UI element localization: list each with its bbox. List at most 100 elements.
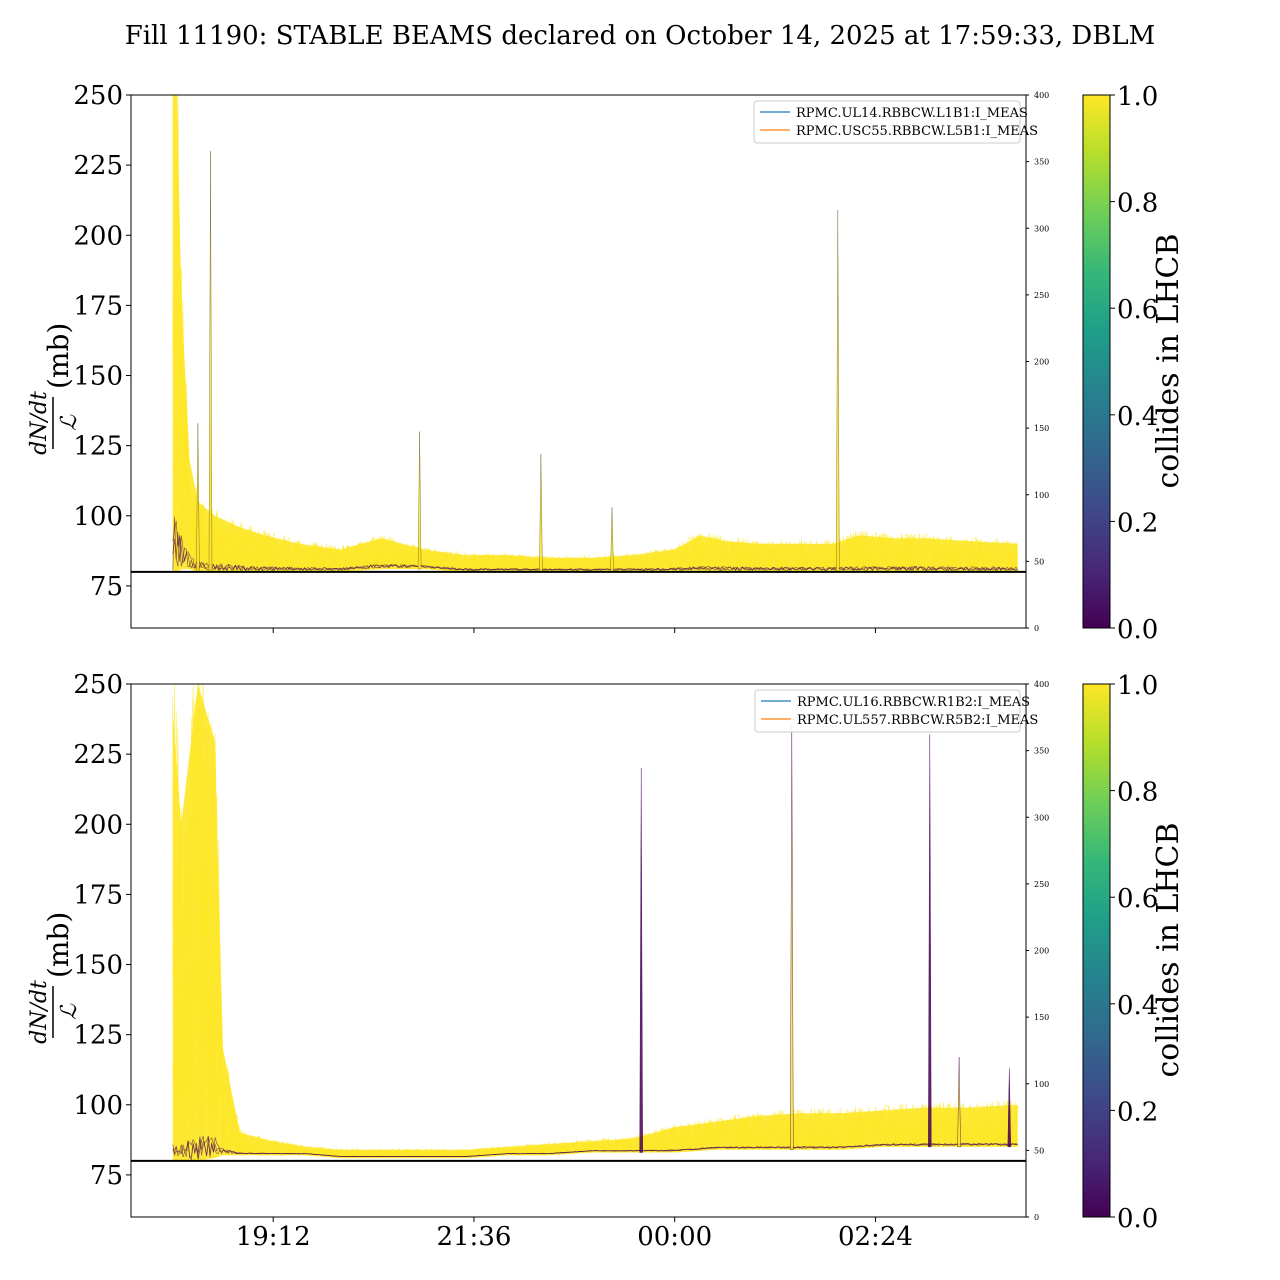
panel-top: 75 100 125 150 175 200 225 250 0 50 100 150 200 250 3… (27, 81, 1049, 633)
panel-top-traces (172, 95, 1018, 574)
y2tick-label: 150 (1034, 424, 1049, 433)
y2tick-label: 300 (1034, 813, 1049, 822)
panel-top-trace (172, 173, 1018, 573)
y2tick-label: 350 (1034, 158, 1049, 167)
panel-bottom-xticks: 19:12 21:36 00:00 02:24 (236, 1217, 913, 1252)
colorbar-bottom: 0.0 0.2 0.4 0.6 0.8 1.0 collides in LHCB (1082, 671, 1186, 1234)
panel-bottom-legend: RPMC.UL16.RBBCW.R1B2:I_MEAS RPMC.UL557.R… (754, 689, 1038, 733)
panel-top-legend: RPMC.UL14.RBBCW.L1B1:I_MEAS RPMC.USC55.R… (753, 100, 1038, 144)
colorbar-tick-label: 0.4 (1117, 402, 1158, 432)
panel-bottom-ylabel-den: ℒ (57, 1003, 82, 1020)
colorbar-bottom-gradient (1082, 683, 1111, 1218)
panel-bottom-envelope (172, 684, 1018, 1161)
ytick-label: 175 (73, 291, 123, 321)
panel-bottom-ylabel-num: dN/dt (27, 980, 52, 1044)
xtick-label: 21:36 (436, 1222, 511, 1252)
panel-top-trace (172, 95, 1018, 573)
panel-top-legend-box (753, 100, 1021, 144)
panel-bottom-trace (172, 721, 1018, 1161)
panel-top-spike (610, 507, 614, 573)
colorbar-bottom-label: collides in LHCB (1151, 822, 1186, 1077)
panel-bottom-legend-box (754, 689, 1021, 733)
panel-bottom-spike (928, 734, 932, 1148)
panel-top-spike (208, 151, 213, 573)
y2tick-label: 200 (1034, 358, 1049, 367)
panel-top-legend-label-1: RPMC.USC55.RBBCW.L5B1:I_MEAS (796, 124, 1038, 139)
panel-top-xticks (272, 628, 876, 633)
ytick-label: 225 (73, 740, 123, 770)
panel-top-trace (172, 313, 1018, 573)
panel-bottom-trace (172, 710, 1018, 1160)
ytick-label: 225 (73, 151, 123, 181)
panel-top-ylabel-den: ℒ (57, 414, 82, 431)
panel-top-legend-label-0: RPMC.UL14.RBBCW.L1B1:I_MEAS (796, 106, 1028, 121)
y2tick-label: 0 (1034, 1213, 1039, 1222)
figure-title: Fill 11190: STABLE BEAMS declared on Oct… (125, 21, 1156, 51)
panel-top-spike (836, 209, 840, 573)
panel-top-ylabel-unit: (mb) (42, 323, 75, 389)
panel-bottom-spike (639, 768, 643, 1153)
colorbar-bottom-ticks: 0.0 0.2 0.4 0.6 0.8 1.0 (1110, 671, 1158, 1234)
colorbar-top-label: collides in LHCB (1151, 233, 1186, 488)
y2tick-label: 250 (1034, 880, 1049, 889)
panel-top-trace-dark (172, 516, 1018, 572)
panel-top-ylabel-num: dN/dt (27, 391, 52, 455)
ytick-label: 150 (73, 951, 123, 981)
ytick-label: 200 (73, 221, 123, 251)
colorbar-tick-label: 0.0 (1117, 615, 1158, 645)
y2tick-label: 100 (1034, 491, 1049, 500)
panel-bottom-yticks: 75 100 125 150 175 200 225 250 (73, 670, 131, 1191)
panel-top-data (131, 95, 1026, 574)
colorbar-tick-label: 0.2 (1117, 1097, 1158, 1127)
ytick-label: 175 (73, 880, 123, 910)
colorbar-top-ticks: 0.0 0.2 0.4 0.6 0.8 1.0 (1110, 82, 1158, 645)
y2tick-label: 0 (1034, 624, 1039, 633)
ytick-label: 100 (73, 1091, 123, 1121)
panel-bottom-trace (172, 696, 1018, 1160)
colorbar-tick-label: 0.8 (1117, 189, 1158, 219)
panel-bottom-legend-label-1: RPMC.UL557.RBBCW.R5B2:I_MEAS (797, 713, 1038, 728)
colorbar-tick-label: 0.4 (1117, 991, 1158, 1021)
y2tick-label: 150 (1034, 1013, 1049, 1022)
panel-top-trace (172, 106, 1018, 573)
ytick-label: 250 (73, 81, 123, 111)
panel-bottom-trace (172, 697, 1018, 1160)
xtick-label: 00:00 (637, 1222, 712, 1252)
panel-bottom-trace (172, 701, 1018, 1159)
colorbar-tick-label: 0.6 (1117, 884, 1158, 914)
colorbar-tick-label: 0.6 (1117, 295, 1158, 325)
panel-bottom-spike (957, 1057, 961, 1148)
ytick-label: 125 (73, 1021, 123, 1051)
panel-top-trace (172, 314, 1018, 574)
ytick-label: 200 (73, 810, 123, 840)
y2tick-label: 50 (1034, 1146, 1044, 1155)
colorbar-top: 0.0 0.2 0.4 0.6 0.8 1.0 collides in LHCB (1082, 82, 1186, 645)
colorbar-tick-label: 1.0 (1117, 671, 1158, 701)
colorbar-tick-label: 0.8 (1117, 778, 1158, 808)
y2tick-label: 350 (1034, 747, 1049, 756)
colorbar-tick-label: 1.0 (1117, 82, 1158, 112)
ytick-label: 150 (73, 362, 123, 392)
panel-bottom-traces (172, 684, 1018, 1161)
ytick-label: 75 (90, 572, 123, 602)
panel-top-trace (172, 132, 1018, 574)
panel-bottom-trace (172, 684, 1018, 1161)
y2tick-label: 300 (1034, 224, 1049, 233)
panel-top-trace (172, 270, 1018, 573)
panel-bottom-data (131, 684, 1026, 1162)
panel-bottom-ylabel: dN/dt ℒ (mb) (27, 912, 82, 1044)
panel-bottom-spike (790, 726, 794, 1150)
panel-bottom-trace (172, 707, 1018, 1159)
y2tick-label: 400 (1034, 680, 1049, 689)
panel-bottom-trace (172, 704, 1018, 1159)
panel-bottom-spike (1007, 1068, 1012, 1148)
panel-top-y2ticks: 0 50 100 150 200 250 300 350 400 (1026, 91, 1049, 633)
panel-top-ylabel: dN/dt ℒ (mb) (27, 323, 82, 455)
y2tick-label: 200 (1034, 947, 1049, 956)
panel-bottom-legend-label-0: RPMC.UL16.RBBCW.R1B2:I_MEAS (797, 695, 1030, 710)
ytick-label: 125 (73, 432, 123, 462)
panel-bottom: 75 100 125 150 175 200 225 250 0 50 100 150 200 250 3… (27, 670, 1049, 1252)
y2tick-label: 250 (1034, 291, 1049, 300)
panel-top-envelope (172, 95, 1018, 572)
